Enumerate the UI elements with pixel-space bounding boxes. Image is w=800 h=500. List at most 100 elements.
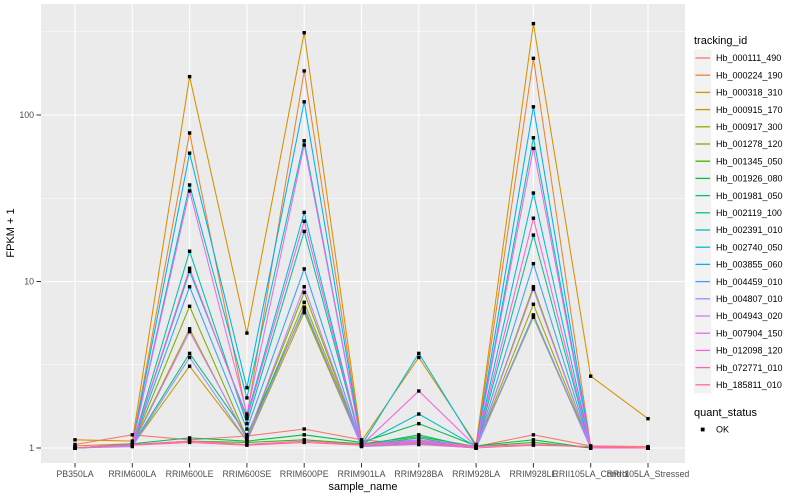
legend-layer: Hb_000111_490 Hb_000224_190 Hb_000318_310 H… — [694, 49, 783, 435]
data-point — [245, 396, 249, 400]
x-tick-label: RRIM600LA — [108, 469, 156, 479]
data-point — [245, 331, 249, 335]
data-point — [245, 416, 249, 421]
data-point — [187, 269, 192, 274]
legend-entry: Hb_000915_170 — [694, 101, 783, 119]
legend-entry-label: Hb_007904_150 — [716, 328, 783, 338]
x-axis-title: sample_name — [328, 481, 397, 493]
legend-entry: Hb_001926_080 — [694, 169, 783, 187]
data-point — [302, 219, 306, 223]
legend-entry: Hb_003855_060 — [694, 255, 783, 273]
data-point — [302, 285, 306, 289]
legend-entry-label: Hb_000917_300 — [716, 122, 783, 132]
y-tick-label: 1 — [29, 443, 34, 453]
data-point — [531, 146, 536, 151]
data-point — [302, 69, 306, 73]
data-point — [474, 446, 478, 450]
legend-entry-label: Hb_004459_010 — [716, 277, 783, 287]
data-point — [417, 438, 421, 442]
data-point — [302, 440, 306, 445]
data-point — [187, 151, 192, 155]
legend-entry: Hb_001345_050 — [694, 152, 783, 170]
data-point — [531, 314, 536, 318]
legend-entry: Hb_072771_010 — [694, 359, 783, 377]
x-tick-label: PB350LA — [56, 469, 93, 479]
legend-title-quant-status: quant_status — [694, 407, 757, 419]
data-point — [302, 433, 306, 437]
data-point — [531, 302, 536, 306]
data-point — [187, 285, 192, 289]
legend-entry-label: Hb_000318_310 — [716, 88, 783, 98]
data-point — [646, 446, 650, 450]
data-point — [73, 438, 77, 442]
legend-entry: Hb_002391_010 — [694, 221, 783, 239]
data-point — [245, 421, 249, 426]
data-point — [417, 433, 421, 437]
legend-entry: Hb_185811_010 — [694, 376, 782, 394]
data-point — [187, 329, 192, 334]
data-point — [187, 440, 192, 445]
data-point — [302, 300, 306, 305]
legend-entry-label: Hb_001278_120 — [716, 139, 783, 149]
data-point — [302, 31, 306, 35]
data-point — [531, 443, 536, 447]
data-point — [245, 414, 249, 419]
legend-entry: Hb_004459_010 — [694, 273, 783, 291]
data-point — [417, 421, 421, 426]
y-axis-title: FPKM + 1 — [5, 208, 17, 257]
y-tick-label: 100 — [19, 110, 34, 120]
legend-entry-label: Hb_001345_050 — [716, 156, 783, 166]
data-point — [531, 56, 536, 61]
data-point — [302, 143, 306, 147]
data-point — [531, 136, 536, 140]
data-point — [302, 210, 306, 215]
legend-entry: Hb_002740_050 — [694, 238, 783, 256]
legend-quant-label: OK — [716, 425, 729, 435]
data-point — [245, 436, 249, 440]
legend-entry: Hb_002119_100 — [694, 204, 782, 222]
legend-entry-label: Hb_004807_010 — [716, 294, 783, 304]
data-point — [589, 444, 593, 449]
data-point — [187, 436, 192, 440]
legend-entry-label: Hb_012098_120 — [716, 346, 783, 356]
data-point — [302, 305, 306, 309]
data-point — [302, 100, 306, 104]
data-point — [302, 310, 306, 315]
data-point — [531, 438, 536, 442]
legend-entry-label: Hb_000224_190 — [716, 70, 783, 80]
data-point — [531, 105, 536, 109]
x-tick-label: RRII105LA_Control — [553, 469, 629, 479]
data-point — [245, 386, 249, 390]
data-point — [302, 267, 306, 271]
x-tick-label: RRIM600LE — [166, 469, 214, 479]
legend-entry: Hb_000224_190 — [694, 66, 783, 84]
legend-entry-quant: OK — [700, 425, 729, 435]
x-tick-label: RRIM600SE — [222, 469, 271, 479]
data-point — [531, 261, 536, 266]
legend-entry: Hb_004943_020 — [694, 307, 783, 325]
data-point — [245, 412, 249, 416]
x-tick-label: RRIM928LE — [509, 469, 557, 479]
data-point — [302, 139, 306, 143]
plot-panel — [41, 4, 685, 463]
data-points-layer — [73, 21, 650, 450]
x-tick-label: RRII105LA_Stressed — [607, 469, 690, 479]
legend-entry-label: Hb_001981_050 — [716, 191, 783, 201]
data-point — [187, 74, 192, 79]
legend-entry: Hb_000917_300 — [694, 118, 783, 136]
data-point — [187, 249, 192, 253]
data-point — [359, 440, 364, 445]
data-point — [130, 439, 134, 443]
data-point — [359, 443, 364, 447]
axis-layer: 1 10 100 PB350LA RRIM600LA RRIM600LE RRIM600SE… — [19, 110, 689, 479]
legend-entry: Hb_000111_490 — [694, 49, 781, 67]
data-point — [73, 444, 77, 448]
legend-entry-label: Hb_000915_170 — [716, 105, 783, 115]
data-point — [417, 355, 421, 360]
data-point — [302, 290, 306, 295]
data-point — [531, 433, 536, 437]
legend-entry: Hb_004807_010 — [694, 290, 783, 308]
x-tick-label: RRIM928BA — [394, 469, 443, 479]
